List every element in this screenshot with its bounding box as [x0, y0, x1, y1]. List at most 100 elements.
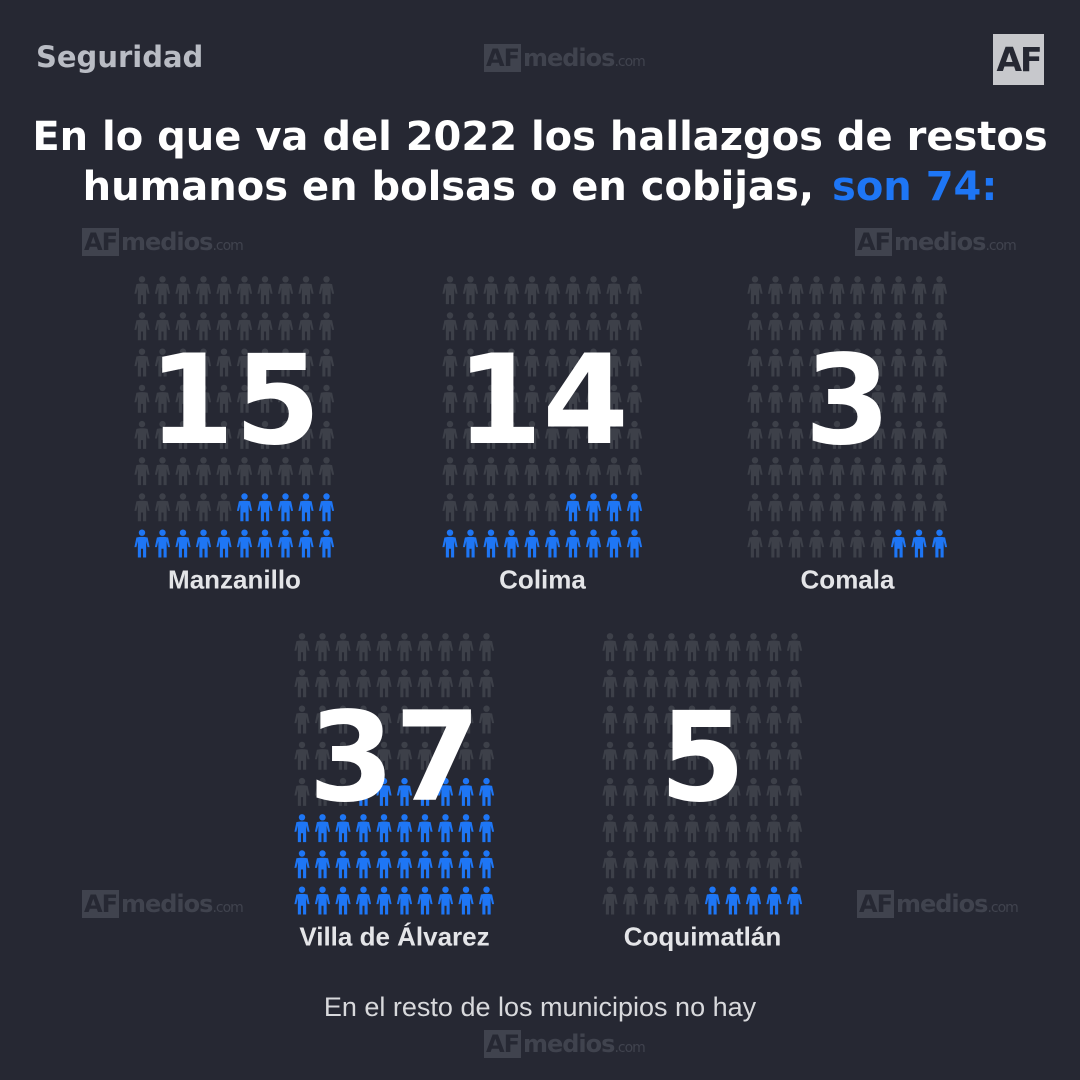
person-icon [524, 493, 540, 522]
person-icon [767, 529, 784, 558]
person-icon [747, 348, 763, 377]
person-icon [134, 493, 150, 522]
person-icon [622, 669, 639, 698]
person-icon [417, 633, 433, 662]
person-icon [602, 669, 618, 698]
person-icon [931, 420, 948, 449]
person-icon [195, 276, 212, 305]
person-icon [788, 493, 804, 522]
person-icon [503, 276, 520, 305]
person-icon [602, 633, 618, 662]
person-icon-highlighted [890, 529, 907, 558]
person-icon [216, 276, 232, 305]
person-icon [745, 777, 762, 806]
person-icon [766, 850, 782, 879]
person-icon-highlighted [766, 886, 782, 915]
person-icon [849, 276, 866, 305]
person-icon [767, 384, 784, 413]
person-icon [626, 457, 643, 486]
person-icon [808, 529, 825, 558]
title-line-2-text: humanos en bolsas o en cobijas, [82, 164, 815, 210]
pictogram-block: 3 Comala [747, 276, 948, 595]
person-icon [602, 777, 618, 806]
person-icon-highlighted [376, 850, 392, 879]
person-icon [663, 850, 680, 879]
person-icon [931, 348, 948, 377]
person-icon [745, 705, 762, 734]
person-icon-highlighted [725, 886, 741, 915]
watermark-domain: .com [987, 900, 1018, 916]
person-icon [745, 669, 762, 698]
person-icon-highlighted [318, 493, 335, 522]
person-icon [766, 741, 782, 770]
person-icon-highlighted [565, 493, 581, 522]
person-icon-highlighted [298, 529, 314, 558]
person-icon [931, 384, 948, 413]
person-icon [766, 777, 782, 806]
person-icon [376, 633, 392, 662]
person-icon [745, 850, 762, 879]
person-icon [725, 633, 741, 662]
person-icon [585, 276, 602, 305]
person-icon [911, 384, 927, 413]
person-icon-highlighted [931, 529, 948, 558]
person-icon [704, 850, 721, 879]
person-icon [786, 705, 803, 734]
person-icon [437, 633, 454, 662]
title-line-1: En lo que va del 2022 los hallazgos de r… [32, 114, 1048, 160]
person-icon [503, 493, 520, 522]
person-icon [626, 420, 643, 449]
person-icon [478, 741, 495, 770]
person-icon [643, 741, 659, 770]
person-icon [747, 276, 763, 305]
person-icon [134, 276, 150, 305]
person-icon [870, 529, 886, 558]
person-icon-highlighted [314, 850, 331, 879]
section-label: Seguridad [36, 40, 204, 74]
person-icon-highlighted [704, 886, 721, 915]
person-icon-highlighted [257, 493, 273, 522]
count-label: 5 [659, 686, 745, 830]
person-icon-highlighted [462, 529, 479, 558]
person-icon [462, 276, 479, 305]
person-icon [318, 276, 335, 305]
person-icon-highlighted [236, 493, 253, 522]
person-icon-highlighted [786, 886, 803, 915]
person-icon [236, 276, 253, 305]
person-icon [767, 276, 784, 305]
person-icon [602, 814, 618, 843]
municipality-label: Colima [499, 565, 586, 595]
watermark: AF medios.com [484, 44, 646, 72]
person-icon [318, 312, 335, 341]
person-icon-highlighted [458, 886, 474, 915]
person-icon [725, 850, 741, 879]
person-icon [870, 493, 886, 522]
person-icon [911, 348, 927, 377]
person-icon [788, 276, 804, 305]
person-icon [788, 420, 804, 449]
watermark: AF medios.com [855, 228, 1017, 256]
watermark-brand: AF [857, 890, 894, 918]
person-icon [626, 384, 643, 413]
person-icon-highlighted [277, 529, 294, 558]
person-icon [767, 420, 784, 449]
watermark: AF medios.com [82, 890, 244, 918]
person-icon [767, 493, 784, 522]
person-icon [786, 814, 803, 843]
person-icon [318, 384, 335, 413]
person-icon [766, 705, 782, 734]
person-icon-highlighted [478, 886, 495, 915]
person-icon [747, 384, 763, 413]
person-icon-highlighted [355, 886, 372, 915]
person-icon [257, 276, 273, 305]
title-highlight: son 74: [832, 164, 998, 210]
person-icon [788, 529, 804, 558]
person-icon [622, 886, 639, 915]
footnote: En el resto de los municipios no hay [323, 992, 757, 1022]
person-icon [911, 493, 927, 522]
person-icon [849, 493, 866, 522]
person-icon [396, 633, 413, 662]
person-icon [788, 457, 804, 486]
person-icon [626, 312, 643, 341]
person-icon [747, 493, 763, 522]
